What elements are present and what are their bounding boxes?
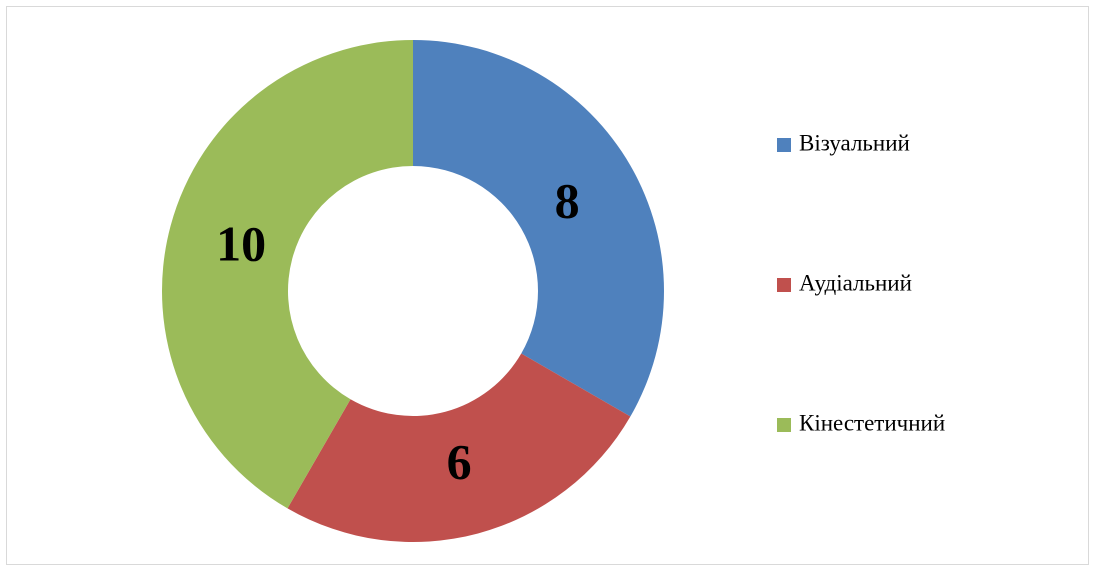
donut-segment (413, 40, 664, 417)
legend-label: Кінестетичний (799, 410, 945, 435)
legend-swatch (777, 278, 791, 292)
data-label: 10 (216, 215, 266, 271)
legend-label: Візуальний (799, 130, 910, 155)
legend-label: Аудіальний (799, 270, 912, 295)
legend-swatch (777, 418, 791, 432)
data-label: 6 (447, 433, 472, 489)
donut-segment (162, 40, 413, 509)
legend-swatch (777, 138, 791, 152)
data-label: 8 (555, 172, 580, 228)
donut-segment (287, 353, 631, 542)
